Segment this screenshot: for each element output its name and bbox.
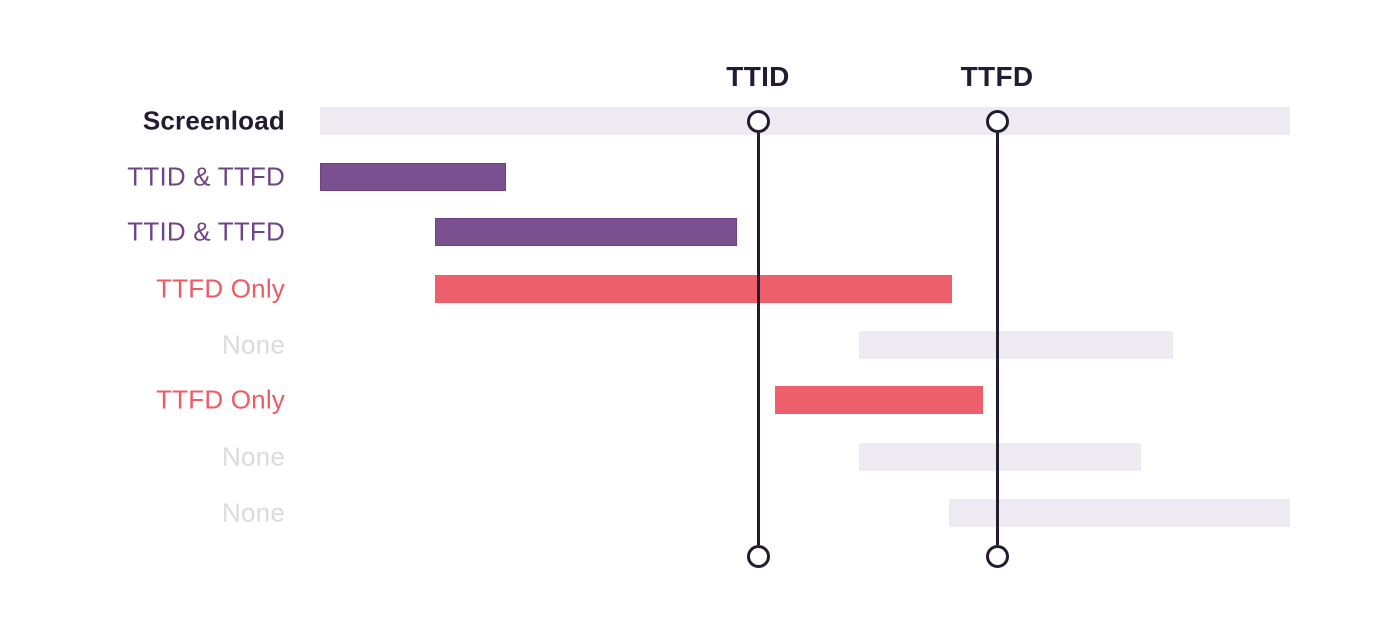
row-label-ttfd-only-3: TTFD Only	[156, 273, 285, 304]
ttid-marker-circle-top	[746, 109, 770, 133]
ttid-marker-line	[756, 132, 760, 545]
ttfd-marker-label: TTFD	[960, 61, 1034, 92]
span-bar-ttfd-only-3	[435, 275, 952, 303]
span-bar-ttid-ttfd-2	[435, 218, 737, 246]
span-bar-screenload-0	[320, 107, 1290, 135]
span-bar-none-4	[859, 331, 1173, 359]
row-label-none-7: None	[222, 497, 285, 528]
ttfd-marker-circle-bottom	[985, 544, 1009, 568]
row-label-ttfd-only-5: TTFD Only	[156, 384, 285, 415]
span-bar-ttid-ttfd-1	[320, 163, 506, 191]
span-bar-ttfd-only-5	[775, 386, 983, 414]
ttid-marker-label: TTID	[726, 61, 790, 92]
span-bar-none-6	[859, 443, 1141, 471]
row-label-none-6: None	[222, 441, 285, 472]
row-label-ttid-ttfd-2: TTID & TTFD	[127, 216, 285, 247]
span-bar-none-7	[949, 499, 1290, 527]
ttfd-marker-line	[995, 132, 999, 545]
ttfd-marker-circle-top	[985, 109, 1009, 133]
row-label-none-4: None	[222, 329, 285, 360]
row-label-ttid-ttfd-1: TTID & TTFD	[127, 161, 285, 192]
row-label-screenload-0: Screenload	[142, 105, 285, 136]
ttid-marker-circle-bottom	[746, 544, 770, 568]
